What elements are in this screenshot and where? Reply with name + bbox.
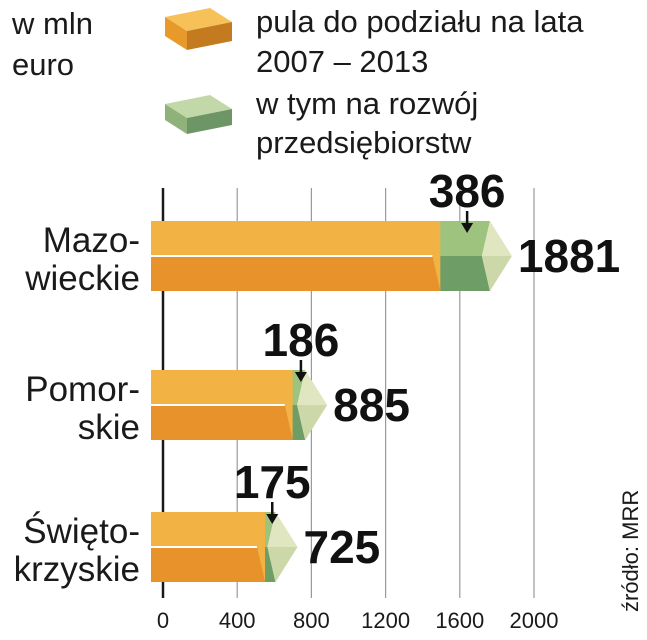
category-label-line2: skie [78,408,140,447]
legend-swatch-part [165,95,232,134]
bar-total-edge-low [257,547,266,582]
legend-label-total-line2: 2007 – 2013 [256,44,428,79]
total-value-label: 885 [333,379,410,431]
bar-end-cap-shade [297,405,328,440]
bar-total-edge-low [284,405,293,440]
x-tick-label: 2000 [510,608,559,633]
bar-total-top [151,221,441,256]
category-label-line2: krzyskie [14,550,140,589]
bar-end-cap-shade [267,547,298,582]
bar-total-edge-low [432,256,441,291]
part-arrow-head [294,372,307,382]
bar-part-top [432,221,490,256]
part-value-label: 186 [263,314,340,366]
total-value-label: 1881 [518,230,620,282]
bar-total-edge [284,370,293,440]
part-value-label: 386 [429,165,506,217]
x-tick-label: 1200 [361,608,410,633]
category-label-line2: wieckie [24,259,140,298]
category-labels: Mazo-wieckie Pomor-skie Święto-krzyskie [14,221,140,589]
bar-total-bottom [151,547,266,582]
category-label-line1: Mazo- [43,221,140,260]
unit-label-line2: euro [12,47,74,82]
part-value-label: 175 [234,456,311,508]
bar-total-bottom [151,256,441,291]
legend-label-total-line1: pula do podziału na lata [256,4,584,39]
bar-total-bottom [151,405,293,440]
legend-swatch-total [165,8,232,50]
unit-label-line1: w mln [11,6,93,41]
legend-label-part-line2: przedsiębiorstw [256,125,472,160]
x-tick-label: 0 [157,608,169,633]
legend-label-part-line1: w tym na rozwój [255,86,478,121]
bar-part-bottom [432,256,490,291]
bar-total-top [151,512,266,547]
category-label-line1: Święto- [23,511,140,551]
bar-total-edge [432,221,441,291]
x-axis-ticks: 0 400 800 1200 1600 2000 [157,608,559,633]
total-value-label: 725 [303,521,380,573]
bar-total-edge [257,512,266,582]
x-tick-label: 1600 [435,608,484,633]
x-tick-label: 400 [219,608,256,633]
bar-end-cap-shade [481,256,512,291]
part-arrow-head [461,223,474,233]
bar-total-top [151,370,293,405]
source-note: źródło: MRR [618,490,643,612]
category-label-line1: Pomor- [25,370,140,409]
legend: pula do podziału na lata 2007 – 2013 w t… [165,4,584,160]
part-arrow-head [266,514,279,524]
x-tick-label: 800 [293,608,330,633]
